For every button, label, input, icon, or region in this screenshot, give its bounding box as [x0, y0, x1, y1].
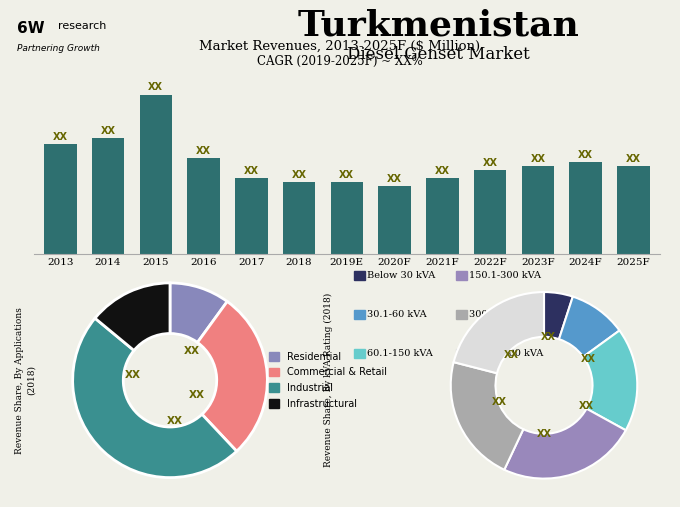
Text: XX: XX — [578, 150, 593, 160]
Text: 60.1-150 kVA: 60.1-150 kVA — [367, 349, 433, 358]
Text: XX: XX — [167, 416, 183, 426]
Wedge shape — [583, 331, 637, 430]
Bar — [474, 170, 507, 254]
Text: XX: XX — [184, 346, 199, 356]
Text: XX: XX — [537, 429, 551, 439]
Text: XX: XX — [492, 397, 507, 407]
Wedge shape — [451, 362, 524, 469]
Text: Diesel Genset Market: Diesel Genset Market — [347, 46, 530, 63]
Text: XX: XX — [148, 82, 163, 92]
Bar — [44, 144, 77, 254]
Bar — [187, 158, 220, 254]
Bar — [283, 182, 316, 254]
Text: 150.1-300 kVA: 150.1-300 kVA — [469, 271, 541, 280]
Text: 300.1-500 kVA: 300.1-500 kVA — [469, 310, 541, 319]
Text: XX: XX — [579, 401, 594, 411]
Wedge shape — [73, 318, 237, 478]
Text: XX: XX — [435, 166, 449, 175]
Bar — [330, 182, 363, 254]
Text: Turkmenistan: Turkmenistan — [298, 8, 579, 43]
Text: 30.1-60 kVA: 30.1-60 kVA — [367, 310, 427, 319]
Wedge shape — [95, 283, 170, 350]
Bar — [456, 271, 467, 280]
Text: XX: XX — [244, 166, 259, 175]
Text: Revenue Share, By Applications
(2018): Revenue Share, By Applications (2018) — [15, 307, 36, 454]
Wedge shape — [544, 292, 573, 339]
Text: Below 30 kVA: Below 30 kVA — [367, 271, 436, 280]
Text: XX: XX — [53, 132, 68, 142]
Bar — [378, 186, 411, 254]
Text: XX: XX — [101, 126, 116, 136]
Bar — [456, 349, 467, 358]
Text: XX: XX — [196, 146, 211, 156]
Wedge shape — [454, 292, 544, 373]
Text: Above 500 kVA: Above 500 kVA — [469, 349, 544, 358]
Text: XX: XX — [530, 154, 545, 164]
Text: XX: XX — [626, 154, 641, 164]
Bar — [569, 162, 602, 254]
Legend: Residential, Commercial & Retail, Industrial, Infrastructural: Residential, Commercial & Retail, Indust… — [267, 349, 389, 411]
Text: XX: XX — [125, 371, 141, 380]
Bar — [426, 178, 458, 254]
Bar — [617, 166, 649, 254]
Text: XX: XX — [292, 170, 307, 179]
Text: XX: XX — [483, 158, 498, 168]
Text: Market Revenues, 2013-2025F ($ Million): Market Revenues, 2013-2025F ($ Million) — [199, 40, 481, 53]
Wedge shape — [505, 409, 626, 479]
Text: CAGR (2019-2025F) ~ XX%: CAGR (2019-2025F) ~ XX% — [257, 55, 423, 68]
Text: XX: XX — [339, 170, 354, 179]
Text: XX: XX — [387, 173, 402, 184]
Bar — [456, 310, 467, 319]
Wedge shape — [170, 283, 227, 342]
Bar — [354, 310, 365, 319]
Text: research: research — [58, 21, 107, 31]
Text: XX: XX — [541, 332, 556, 342]
Wedge shape — [559, 297, 619, 357]
Text: 6W: 6W — [16, 21, 44, 35]
Wedge shape — [197, 302, 267, 451]
Bar — [92, 138, 124, 254]
Text: XX: XX — [504, 350, 519, 360]
Bar — [139, 95, 172, 254]
Bar — [354, 271, 365, 280]
Bar — [235, 178, 267, 254]
Text: Revenue Share, By kVA Rating (2018): Revenue Share, By kVA Rating (2018) — [324, 293, 333, 467]
Bar — [354, 349, 365, 358]
Bar — [522, 166, 554, 254]
Text: XX: XX — [581, 354, 596, 364]
Text: Partnering Growth: Partnering Growth — [16, 44, 99, 53]
Text: XX: XX — [189, 390, 205, 400]
